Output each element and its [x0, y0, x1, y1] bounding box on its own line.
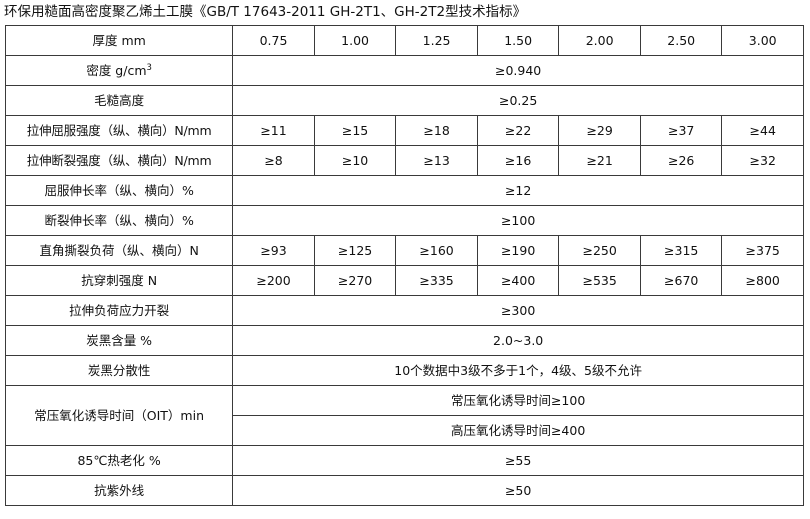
row-label-stress-crack: 拉伸负荷应力开裂	[4, 295, 234, 326]
table-row: 直角撕裂负荷（纵、横向）N ≥93 ≥125 ≥160 ≥190 ≥250 ≥3…	[4, 235, 804, 266]
table-body: 厚度 mm 0.75 1.00 1.25 1.50 2.00 2.50 3.00…	[4, 25, 804, 506]
table-row: 拉伸负荷应力开裂 ≥300	[4, 295, 804, 326]
thickness-value: 2.00	[558, 25, 641, 56]
thickness-value: 0.75	[232, 25, 315, 56]
row-value-oit-normal-pressure: 常压氧化诱导时间≥100	[232, 385, 804, 416]
row-value-yield-elongation: ≥12	[232, 175, 804, 206]
row-label-thickness: 厚度 mm	[4, 25, 234, 56]
row-value: ≥15	[313, 115, 397, 146]
thickness-value: 1.00	[313, 25, 397, 56]
row-value: ≥21	[558, 145, 641, 176]
row-value: ≥18	[395, 115, 478, 146]
row-value-carbon-black-dispersion: 10个数据中3级不多于1个，4级、5级不允许	[232, 355, 804, 386]
thickness-value: 1.50	[476, 25, 560, 56]
row-label-uv-resistance: 抗紫外线	[4, 475, 234, 506]
row-value: ≥160	[395, 235, 478, 266]
table-row: 拉伸断裂强度（纵、横向）N/mm ≥8 ≥10 ≥13 ≥16 ≥21 ≥26 …	[4, 145, 804, 176]
row-value-stress-crack: ≥300	[232, 295, 804, 326]
table-row: 密度 g/cm3 ≥0.940	[4, 55, 804, 86]
row-value-heat-aging: ≥55	[232, 445, 804, 476]
row-value-density: ≥0.940	[232, 55, 804, 86]
thickness-value: 1.25	[395, 25, 478, 56]
table-row-oit-first: 常压氧化诱导时间（OIT）min 常压氧化诱导时间≥100	[4, 385, 804, 446]
row-value: ≥16	[476, 145, 560, 176]
row-value: ≥800	[721, 265, 804, 296]
table-row: 毛糙高度 ≥0.25	[4, 85, 804, 116]
page-title: 环保用糙面高密度聚乙烯土工膜《GB/T 17643-2011 GH-2T1、GH…	[4, 4, 527, 20]
row-label-oit: 常压氧化诱导时间（OIT）min	[4, 385, 234, 446]
row-label-tensile-break-strength: 拉伸断裂强度（纵、横向）N/mm	[4, 145, 234, 176]
row-label-heat-aging: 85℃热老化 %	[4, 445, 234, 476]
row-value: ≥26	[639, 145, 723, 176]
row-value: ≥335	[395, 265, 478, 296]
row-label-tensile-yield-strength: 拉伸屈服强度（纵、横向）N/mm	[4, 115, 234, 146]
row-value: ≥535	[558, 265, 641, 296]
table-row: 炭黑分散性 10个数据中3级不多于1个，4级、5级不允许	[4, 355, 804, 386]
row-value: ≥670	[639, 265, 723, 296]
row-label-yield-elongation: 屈服伸长率（纵、横向）%	[4, 175, 234, 206]
row-label-carbon-black-dispersion: 炭黑分散性	[4, 355, 234, 386]
row-value: ≥32	[721, 145, 804, 176]
row-value: ≥375	[721, 235, 804, 266]
table-row-oit-second: 高压氧化诱导时间≥400	[6, 415, 804, 446]
row-value-oit-high-pressure: 高压氧化诱导时间≥400	[232, 415, 804, 446]
table-row: 85℃热老化 % ≥55	[4, 445, 804, 476]
row-value: ≥22	[476, 115, 560, 146]
table-row-thickness: 厚度 mm 0.75 1.00 1.25 1.50 2.00 2.50 3.00	[4, 25, 804, 56]
row-label-density: 密度 g/cm3	[4, 55, 234, 86]
row-label-puncture-strength: 抗穿刺强度 N	[4, 265, 234, 296]
row-value: ≥190	[476, 235, 560, 266]
row-value: ≥44	[721, 115, 804, 146]
row-label-carbon-black-content: 炭黑含量 %	[4, 325, 234, 356]
row-value-carbon-black-content: 2.0~3.0	[232, 325, 804, 356]
row-value: ≥200	[232, 265, 315, 296]
table-row: 断裂伸长率（纵、横向）% ≥100	[4, 205, 804, 236]
row-value-break-elongation: ≥100	[232, 205, 804, 236]
row-value: ≥93	[232, 235, 315, 266]
row-value: ≥125	[313, 235, 397, 266]
row-label-text: 密度 g/cm	[86, 63, 147, 78]
table-row: 拉伸屈服强度（纵、横向）N/mm ≥11 ≥15 ≥18 ≥22 ≥29 ≥37…	[4, 115, 804, 146]
row-value-roughness: ≥0.25	[232, 85, 804, 116]
row-label-break-elongation: 断裂伸长率（纵、横向）%	[4, 205, 234, 236]
table-row: 抗穿刺强度 N ≥200 ≥270 ≥335 ≥400 ≥535 ≥670 ≥8…	[4, 265, 804, 296]
thickness-value: 2.50	[639, 25, 723, 56]
row-value: ≥270	[313, 265, 397, 296]
row-value: ≥11	[232, 115, 315, 146]
row-value: ≥250	[558, 235, 641, 266]
row-value: ≥10	[313, 145, 397, 176]
row-value: ≥400	[476, 265, 560, 296]
table-row: 屈服伸长率（纵、横向）% ≥12	[4, 175, 804, 206]
row-label-roughness: 毛糙高度	[4, 85, 234, 116]
superscript: 3	[146, 62, 152, 73]
row-value: ≥37	[639, 115, 723, 146]
row-value: ≥315	[639, 235, 723, 266]
specification-table: 厚度 mm 0.75 1.00 1.25 1.50 2.00 2.50 3.00…	[4, 25, 804, 506]
table-row: 抗紫外线 ≥50	[4, 475, 804, 506]
row-value: ≥29	[558, 115, 641, 146]
row-label-tear-load: 直角撕裂负荷（纵、横向）N	[4, 235, 234, 266]
thickness-value: 3.00	[721, 25, 804, 56]
row-value: ≥13	[395, 145, 478, 176]
row-value: ≥8	[232, 145, 315, 176]
table-row: 炭黑含量 % 2.0~3.0	[4, 325, 804, 356]
row-value-uv-resistance: ≥50	[232, 475, 804, 506]
